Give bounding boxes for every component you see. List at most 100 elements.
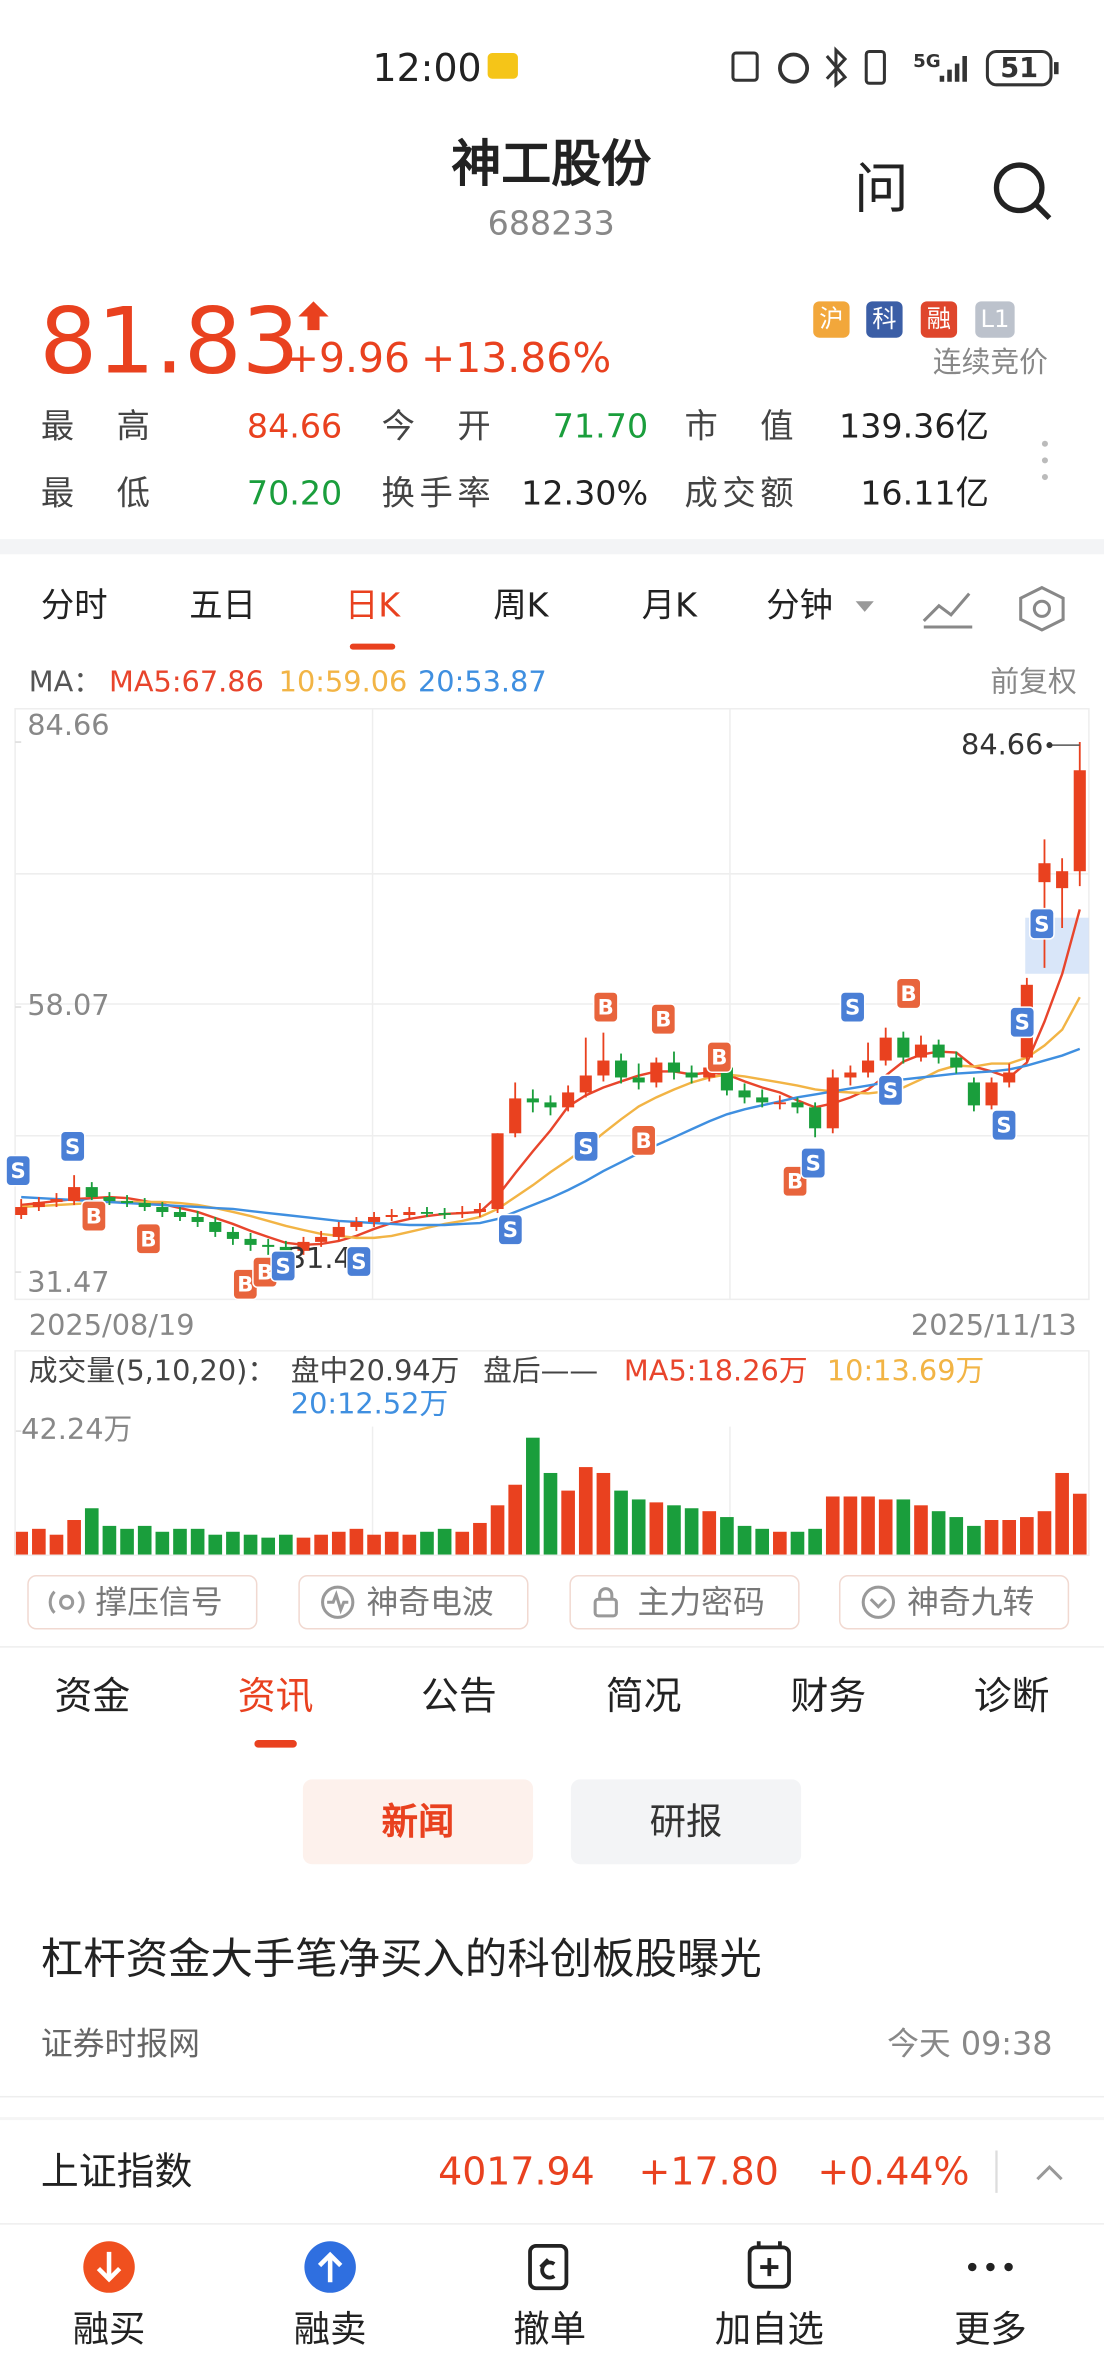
network: 5G xyxy=(913,51,941,72)
badge-bg xyxy=(991,1109,1017,1142)
volume-bar xyxy=(861,1496,875,1556)
candle-body xyxy=(685,1072,698,1078)
volume-bar xyxy=(226,1531,240,1556)
volume-bar xyxy=(508,1484,523,1556)
nav-item[interactable]: 更多 xyxy=(954,2307,1027,2351)
chart-tab[interactable]: 分时 xyxy=(40,587,108,626)
volume-legend: 盘后—— xyxy=(483,1354,599,1388)
high-label: 84.66 xyxy=(961,728,1043,762)
candle-body xyxy=(826,1077,839,1129)
nav-item[interactable]: 撤单 xyxy=(513,2307,587,2351)
candle-body xyxy=(121,1201,134,1204)
status-icons: 5G 51 xyxy=(487,46,1059,89)
info-tab[interactable]: 财务 xyxy=(790,1674,867,1719)
news-title[interactable]: 杠杆资金大手笔净买入的科创板股曝光 xyxy=(40,1933,762,1984)
battery xyxy=(985,49,1053,87)
volume-bar xyxy=(914,1505,928,1556)
volume-bar xyxy=(1002,1520,1017,1556)
stat-label: 最高 xyxy=(40,408,150,447)
candle-body xyxy=(209,1221,222,1232)
feature-button[interactable]: 主力密码 xyxy=(569,1574,800,1630)
change: +9.96 xyxy=(284,335,411,383)
candle-body xyxy=(315,1236,328,1242)
candle-body xyxy=(138,1203,151,1208)
badge-label: B xyxy=(636,1128,652,1153)
chart-tools[interactable] xyxy=(921,585,1072,633)
feature-label: 神奇电波 xyxy=(366,1584,494,1621)
info-tab[interactable]: 公告 xyxy=(420,1674,497,1719)
badge-bg xyxy=(270,1250,297,1282)
info-tab[interactable]: 诊断 xyxy=(973,1674,1050,1719)
signal-badge: B xyxy=(630,1124,657,1157)
trade-status: 连续竞价 xyxy=(932,346,1048,380)
nav-item[interactable]: 加自选 xyxy=(714,2307,824,2351)
nav-item[interactable]: 融买 xyxy=(72,2307,146,2351)
ma-label: MA5:67.86 xyxy=(109,665,264,699)
index-toggle[interactable] xyxy=(992,2147,1083,2195)
candle-body xyxy=(720,1067,733,1091)
separator xyxy=(0,1646,1104,1648)
stat-value: 70.20 xyxy=(246,475,343,514)
stock-code: 688233 xyxy=(487,205,615,244)
adjust-mode[interactable]: 前复权 xyxy=(990,665,1077,699)
stat-value: 84.66 xyxy=(246,408,343,447)
info-tab[interactable]: 资金 xyxy=(54,1674,131,1719)
nav-item[interactable]: 融卖 xyxy=(293,2307,367,2351)
bt-icon xyxy=(825,46,848,89)
chart-tab[interactable]: 周K xyxy=(493,587,549,626)
volume-bar xyxy=(402,1534,417,1556)
search-icon[interactable] xyxy=(987,156,1057,226)
candle-body xyxy=(385,1214,398,1217)
badge-label: B xyxy=(655,1007,671,1032)
volume-bar xyxy=(878,1499,893,1556)
sub-tab[interactable]: 研报 xyxy=(570,1779,802,1865)
candle-body xyxy=(350,1221,363,1227)
chart-tab-active[interactable]: 日K xyxy=(344,587,401,626)
feature-button[interactable]: 神奇电波 xyxy=(298,1574,529,1630)
volume-legend: MA5:18.26万 xyxy=(623,1354,808,1388)
candle-body xyxy=(420,1212,434,1214)
badge-bg xyxy=(1009,1006,1036,1039)
volume-bar xyxy=(1020,1517,1034,1556)
volume-bar xyxy=(543,1472,558,1556)
chart-tab[interactable]: 五日 xyxy=(189,587,256,626)
candle-body xyxy=(667,1062,681,1073)
volume-bar xyxy=(720,1517,734,1556)
ma-label: 20:53.87 xyxy=(417,665,547,699)
feature-button[interactable]: 神奇九转 xyxy=(838,1574,1070,1630)
stat-label: 市值 xyxy=(684,408,794,447)
index-name[interactable]: 上证指数 xyxy=(40,2149,193,2194)
more-dots[interactable] xyxy=(1039,439,1051,484)
candle-body xyxy=(738,1090,751,1098)
ask-button[interactable]: 问 xyxy=(854,159,909,222)
chart-tab[interactable]: 月K xyxy=(641,587,697,626)
candle-body xyxy=(1003,1072,1016,1083)
info-tab[interactable]: 简况 xyxy=(605,1674,682,1719)
badge-bg xyxy=(877,1074,904,1107)
sub-tab-active[interactable]: 新闻 xyxy=(302,1779,534,1865)
candle-body xyxy=(491,1133,504,1210)
candle-body xyxy=(332,1226,345,1237)
badge-bg xyxy=(630,1124,657,1157)
separator xyxy=(0,539,1104,555)
candle-body xyxy=(279,1246,292,1251)
volume-bar xyxy=(1072,1493,1087,1556)
badge-bg xyxy=(497,1213,524,1246)
stat-label: 最低 xyxy=(40,475,150,514)
badge-label: B xyxy=(237,1272,253,1297)
candle-body xyxy=(297,1241,310,1251)
battery-level: 51 xyxy=(1000,53,1038,84)
tag: 沪 xyxy=(813,301,850,338)
candle-body xyxy=(844,1072,857,1078)
feature-label: 神奇九转 xyxy=(907,1584,1035,1621)
msg-icon xyxy=(487,53,518,79)
feature-button[interactable]: 撑压信号 xyxy=(27,1574,258,1630)
candle-body xyxy=(967,1082,980,1106)
candle-body xyxy=(1056,871,1069,889)
chart-tab[interactable]: 分钟 xyxy=(766,587,833,626)
dropdown xyxy=(855,601,874,612)
signal-badge: B xyxy=(650,1003,677,1036)
signal-badge: B xyxy=(706,1041,733,1073)
badge-label: S xyxy=(1034,911,1049,936)
info-tab-active[interactable]: 资讯 xyxy=(237,1674,314,1719)
